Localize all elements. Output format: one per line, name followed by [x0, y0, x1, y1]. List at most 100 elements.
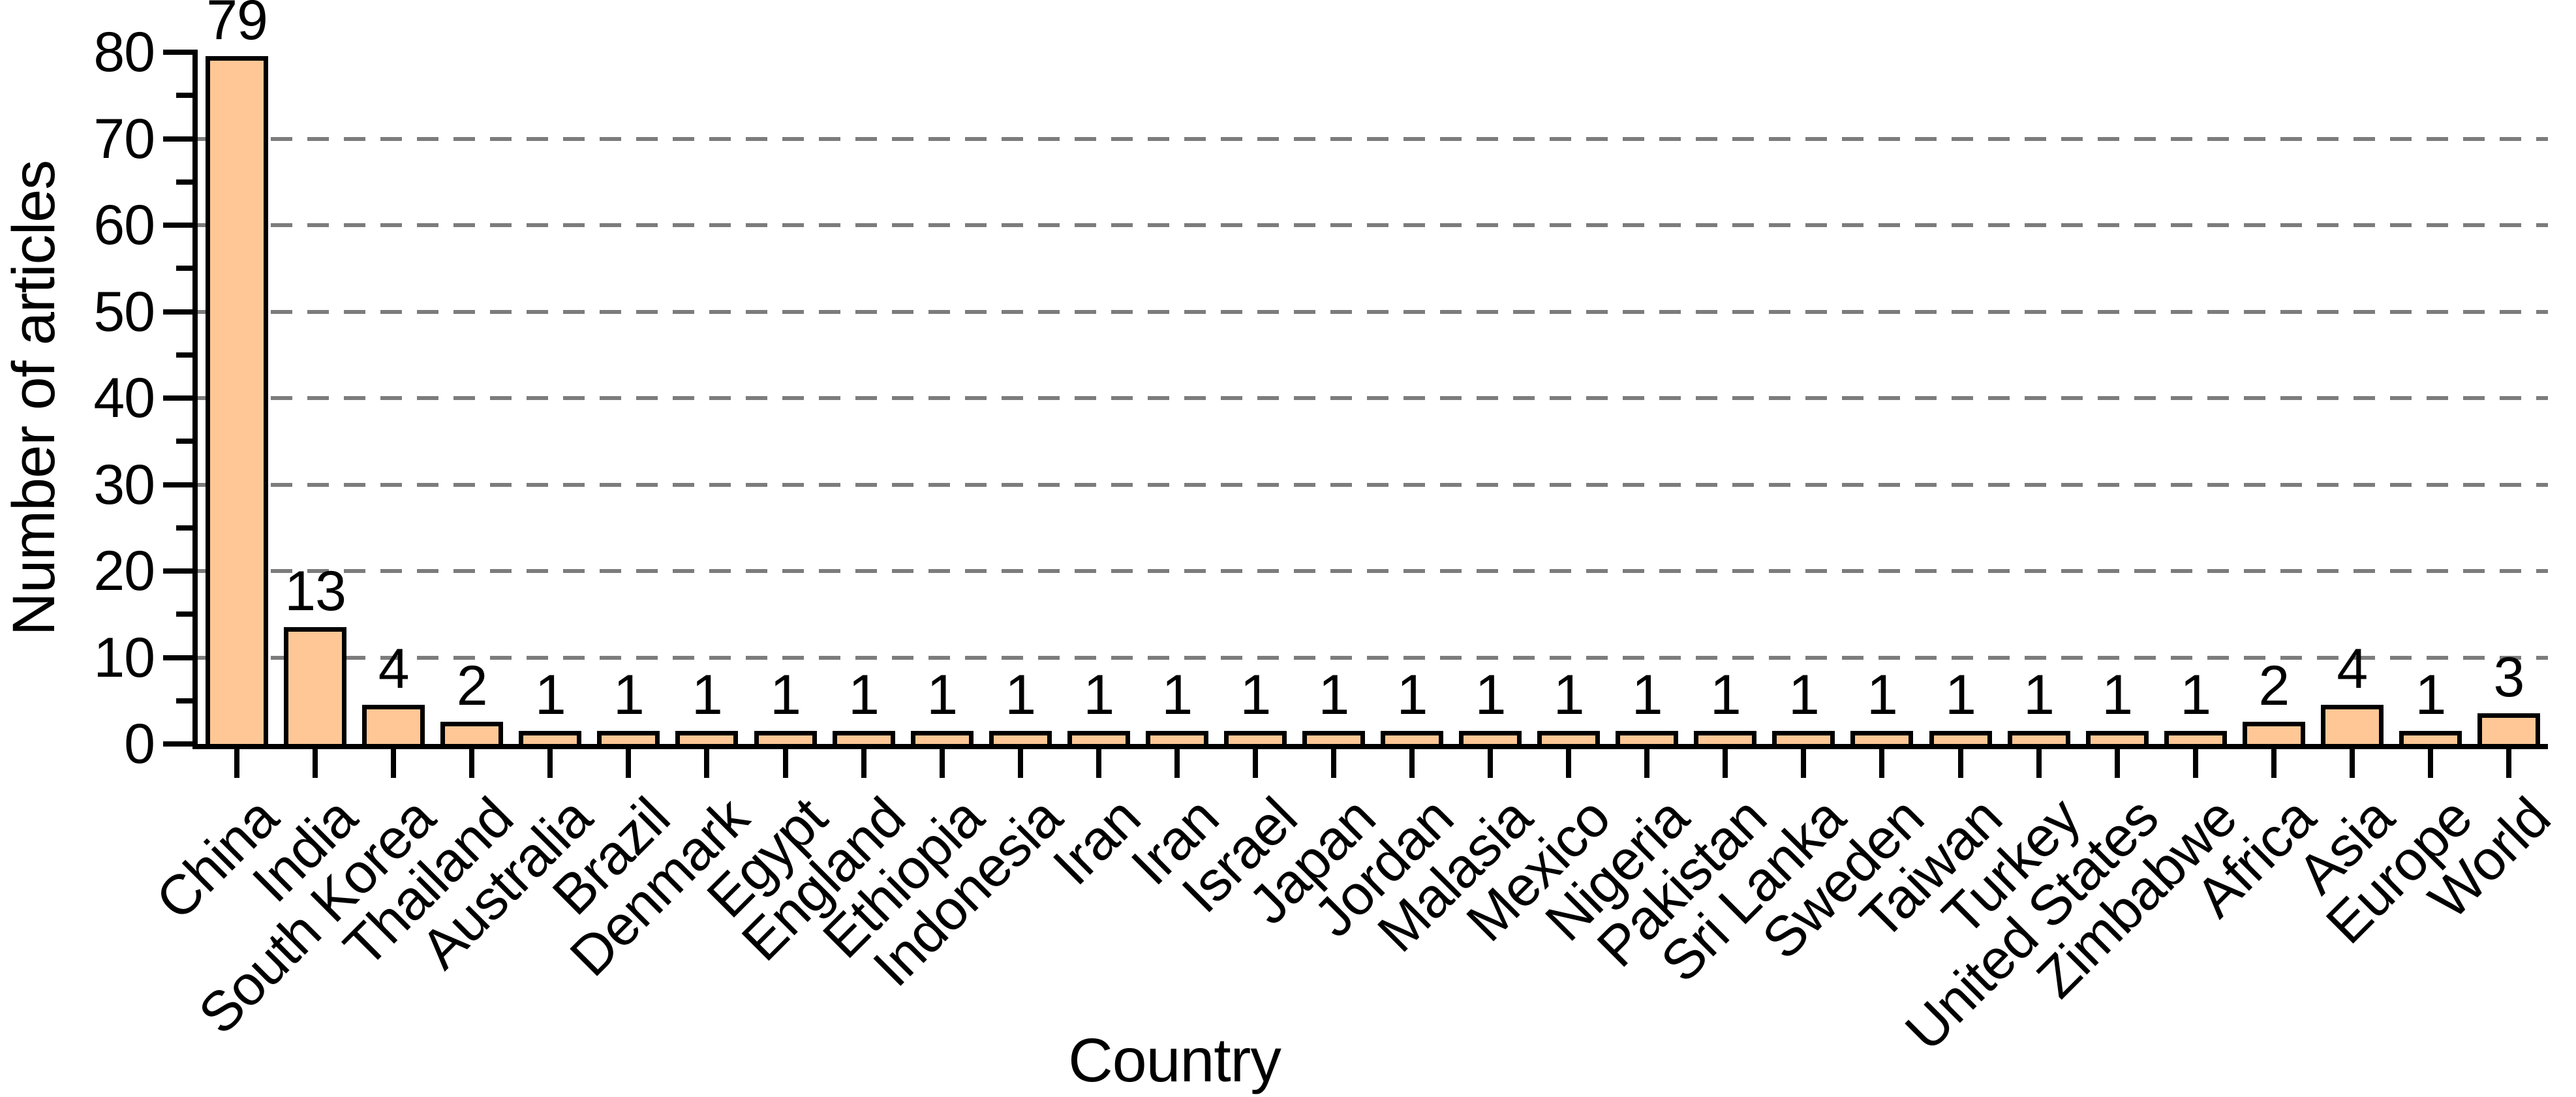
bar-value-label: 1	[1631, 664, 1663, 726]
y-major-tick	[163, 395, 192, 401]
y-minor-tick	[176, 611, 192, 617]
bar-malasia	[1459, 731, 1522, 744]
bar-value-label: 79	[206, 0, 268, 52]
bar-value-label: 1	[1005, 664, 1036, 726]
x-tick	[1879, 749, 1885, 778]
y-major-tick	[163, 136, 192, 142]
y-tick-label: 30	[93, 453, 155, 516]
bar-brazil	[597, 731, 660, 744]
x-tick	[1409, 749, 1415, 778]
y-tick-label: 40	[93, 367, 155, 429]
x-tick	[2427, 749, 2433, 778]
bar-value-label: 1	[927, 664, 958, 726]
y-major-tick	[163, 741, 192, 747]
bar-united-states	[2085, 731, 2149, 744]
y-minor-tick	[176, 698, 192, 703]
x-tick	[2506, 749, 2511, 778]
y-gridline	[198, 569, 2548, 573]
bar-turkey	[2007, 731, 2070, 744]
bar-value-label: 1	[1475, 664, 1507, 726]
bar-sweden	[1850, 731, 1914, 744]
bar-jordan	[1381, 731, 1444, 744]
bar-value-label: 3	[2493, 646, 2525, 709]
x-tick	[1174, 749, 1180, 778]
x-tick	[1723, 749, 1728, 778]
bar-value-label: 1	[2180, 664, 2211, 726]
y-tick-label: 50	[93, 280, 155, 343]
bar-value-label: 1	[2415, 664, 2446, 726]
bar-sri-lanka	[1772, 731, 1835, 744]
bar-taiwan	[1929, 731, 1992, 744]
x-tick	[2192, 749, 2198, 778]
x-tick	[1488, 749, 1494, 778]
bar-value-label: 1	[692, 664, 723, 726]
bar-value-label: 2	[456, 655, 488, 717]
bar-africa	[2242, 722, 2305, 744]
x-axis-title: Country	[1068, 1026, 1281, 1095]
x-tick	[1252, 749, 1258, 778]
bar-value-label: 1	[2102, 664, 2133, 726]
x-tick	[1566, 749, 1572, 778]
y-tick-label: 70	[93, 107, 155, 170]
y-tick-label: 20	[93, 540, 155, 602]
x-tick	[704, 749, 710, 778]
bar-china	[206, 56, 269, 744]
y-gridline	[198, 482, 2548, 487]
y-gridline	[198, 655, 2548, 660]
bar-zimbabwe	[2164, 731, 2227, 744]
y-tick-label: 60	[93, 194, 155, 256]
x-tick	[1330, 749, 1336, 778]
bar-value-label: 1	[1396, 664, 1428, 726]
y-major-tick	[163, 309, 192, 315]
bar-india	[284, 627, 347, 744]
bar-iran	[1145, 731, 1208, 744]
bar-pakistan	[1694, 731, 1757, 744]
x-tick	[391, 749, 397, 778]
bar-mexico	[1537, 731, 1601, 744]
x-tick	[469, 749, 475, 778]
y-minor-tick	[176, 266, 192, 271]
bar-value-label: 1	[613, 664, 645, 726]
y-tick-label: 80	[93, 21, 155, 84]
x-tick	[1801, 749, 1807, 778]
y-gridline	[198, 136, 2548, 141]
x-tick	[1644, 749, 1650, 778]
y-tick-label: 0	[124, 713, 155, 775]
bar-australia	[519, 731, 582, 744]
x-tick	[234, 749, 240, 778]
x-tick	[782, 749, 788, 778]
x-axis-line	[192, 744, 2548, 749]
bar-value-label: 1	[1083, 664, 1114, 726]
bar-ethiopia	[910, 731, 974, 744]
x-tick	[2349, 749, 2355, 778]
bar-japan	[1302, 731, 1365, 744]
bar-europe	[2399, 731, 2462, 744]
bar-nigeria	[1616, 731, 1679, 744]
bar-value-label: 1	[1553, 664, 1585, 726]
y-tick-label: 10	[93, 626, 155, 689]
y-gridline	[198, 223, 2548, 227]
x-tick	[626, 749, 632, 778]
x-tick	[2036, 749, 2042, 778]
y-minor-tick	[176, 93, 192, 99]
bar-value-label: 1	[1867, 664, 1898, 726]
bar-england	[832, 731, 895, 744]
bar-value-label: 1	[1788, 664, 1820, 726]
bar-denmark	[675, 731, 739, 744]
x-tick	[2114, 749, 2120, 778]
bar-world	[2477, 713, 2540, 744]
y-gridline	[198, 396, 2548, 400]
bar-thailand	[440, 722, 504, 744]
bar-iran	[1067, 731, 1130, 744]
x-tick	[1096, 749, 1101, 778]
y-axis-line	[192, 50, 198, 749]
y-major-tick	[163, 223, 192, 228]
bar-value-label: 1	[534, 664, 566, 726]
y-minor-tick	[176, 352, 192, 358]
bar-value-label: 1	[1240, 664, 1271, 726]
bar-israel	[1223, 731, 1287, 744]
x-tick	[313, 749, 318, 778]
bar-indonesia	[989, 731, 1052, 744]
